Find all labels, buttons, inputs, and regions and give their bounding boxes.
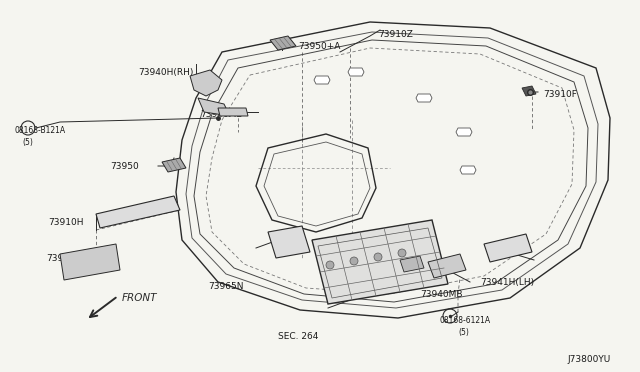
Text: 73965N: 73965N	[208, 282, 243, 291]
Text: 73910J: 73910J	[400, 270, 431, 279]
Circle shape	[350, 257, 358, 265]
Text: 73941H(LH): 73941H(LH)	[480, 278, 534, 287]
Text: 73910Z: 73910Z	[378, 30, 413, 39]
Text: 73950+A: 73950+A	[298, 42, 340, 51]
Polygon shape	[416, 94, 432, 102]
Text: 73910H: 73910H	[48, 218, 83, 227]
Polygon shape	[484, 234, 532, 262]
Polygon shape	[96, 196, 180, 228]
Polygon shape	[428, 254, 466, 278]
Polygon shape	[198, 98, 230, 116]
Text: 73940MB: 73940MB	[200, 110, 243, 119]
Text: (5): (5)	[22, 138, 33, 147]
Polygon shape	[190, 70, 222, 96]
Text: FRONT: FRONT	[122, 293, 157, 303]
Polygon shape	[348, 68, 364, 76]
Polygon shape	[522, 86, 536, 96]
Text: 73940MB: 73940MB	[420, 290, 463, 299]
Text: J73800YU: J73800YU	[567, 355, 611, 364]
Polygon shape	[60, 244, 120, 280]
Polygon shape	[456, 128, 472, 136]
Polygon shape	[270, 36, 296, 50]
Polygon shape	[312, 220, 448, 304]
Text: 73940H(RH): 73940H(RH)	[138, 68, 193, 77]
Text: 73914E: 73914E	[46, 254, 80, 263]
Circle shape	[326, 261, 334, 269]
Text: (5): (5)	[458, 328, 469, 337]
Text: 73950: 73950	[110, 162, 139, 171]
Polygon shape	[314, 76, 330, 84]
Polygon shape	[268, 226, 310, 258]
Text: 73910F: 73910F	[543, 90, 577, 99]
Polygon shape	[460, 166, 476, 174]
Circle shape	[374, 253, 382, 261]
Polygon shape	[162, 158, 186, 172]
Polygon shape	[218, 108, 248, 116]
Text: 08168-6121A: 08168-6121A	[440, 316, 491, 325]
Text: SEC. 264: SEC. 264	[278, 332, 318, 341]
Text: 08168-B121A: 08168-B121A	[14, 126, 65, 135]
Circle shape	[398, 249, 406, 257]
Polygon shape	[400, 256, 424, 272]
